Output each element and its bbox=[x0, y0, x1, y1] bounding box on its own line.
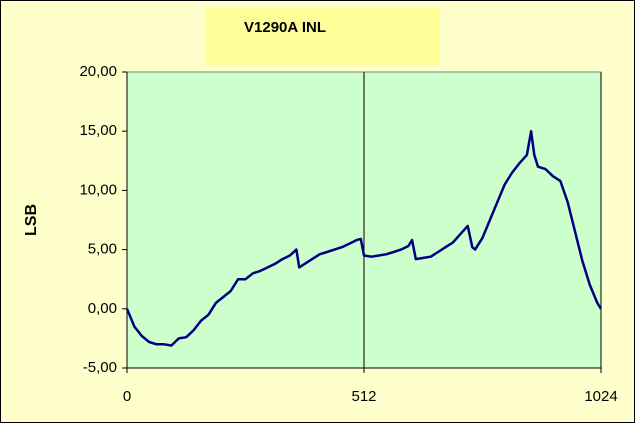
chart-title: V1290A INL bbox=[244, 19, 326, 36]
y-tick-label: 5,00 bbox=[88, 241, 117, 258]
y-tick-label: 20,00 bbox=[79, 63, 117, 80]
y-tick-label: 15,00 bbox=[79, 122, 117, 139]
x-tick-label: 0 bbox=[123, 388, 131, 405]
y-tick-label: -5,00 bbox=[83, 359, 117, 376]
y-tick-label: 10,00 bbox=[79, 181, 117, 198]
x-tick-label: 1024 bbox=[584, 388, 617, 405]
data-line bbox=[125, 129, 603, 347]
x-tick-label: 512 bbox=[351, 388, 376, 405]
y-axis-label: LSB bbox=[23, 204, 40, 236]
title-box bbox=[205, 8, 440, 65]
y-tick-label: 0,00 bbox=[88, 300, 117, 317]
